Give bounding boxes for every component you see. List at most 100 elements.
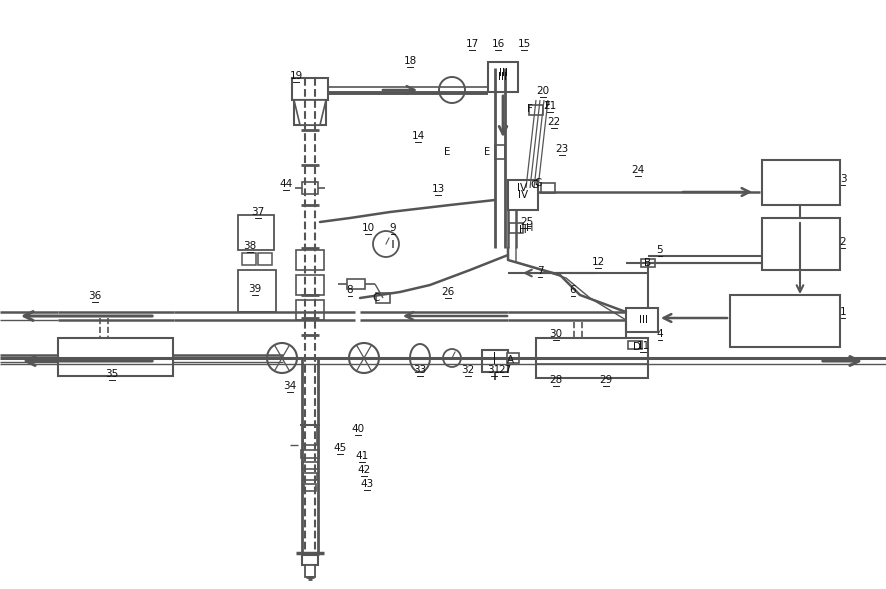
Polygon shape (294, 100, 326, 125)
Text: 15: 15 (517, 39, 531, 49)
Text: 14: 14 (411, 131, 424, 141)
Circle shape (349, 343, 379, 373)
Bar (238, 270, 276, 312)
Text: 18: 18 (403, 56, 416, 66)
Circle shape (267, 343, 297, 373)
Text: 22: 22 (548, 117, 561, 127)
Bar (303, 473, 317, 480)
Text: 20: 20 (536, 86, 549, 96)
Text: 4: 4 (657, 329, 664, 339)
Text: 28: 28 (549, 375, 563, 385)
Text: 26: 26 (441, 287, 455, 297)
Text: 7: 7 (537, 266, 543, 276)
Ellipse shape (410, 344, 430, 372)
Text: H: H (526, 223, 533, 233)
Text: 8: 8 (346, 285, 354, 295)
Bar (304, 484, 316, 491)
Text: 36: 36 (89, 291, 102, 301)
Text: 24: 24 (632, 165, 645, 175)
Text: 33: 33 (414, 365, 427, 375)
Bar (626, 308, 658, 332)
Bar (294, 100, 326, 125)
Text: I: I (494, 356, 496, 366)
Bar (628, 341, 642, 349)
Text: 23: 23 (556, 144, 569, 154)
Text: 40: 40 (352, 424, 364, 434)
Circle shape (373, 231, 399, 257)
Text: 42: 42 (357, 465, 370, 475)
Text: 27: 27 (498, 365, 511, 375)
Bar (296, 275, 324, 295)
Bar (482, 350, 508, 372)
Text: II: II (642, 315, 648, 325)
Bar (303, 425, 317, 445)
Bar (762, 218, 840, 270)
Bar (508, 180, 538, 210)
Bar (762, 160, 840, 205)
Circle shape (443, 349, 461, 367)
Text: 43: 43 (361, 479, 374, 489)
Bar (305, 565, 315, 577)
Text: 10: 10 (361, 223, 375, 233)
Bar (238, 215, 274, 250)
Text: 19: 19 (290, 71, 303, 81)
Text: III: III (500, 68, 509, 78)
Bar (507, 353, 519, 363)
Bar (509, 223, 523, 233)
Text: F: F (545, 101, 550, 111)
Text: G: G (530, 180, 538, 190)
Text: 5: 5 (657, 245, 664, 255)
Circle shape (439, 77, 465, 103)
Bar (302, 462, 318, 469)
Text: 3: 3 (840, 174, 846, 184)
Text: A: A (507, 355, 514, 365)
Bar (296, 250, 324, 270)
Bar (376, 293, 390, 303)
Text: 16: 16 (492, 39, 505, 49)
Text: 12: 12 (591, 257, 604, 267)
Text: IV: IV (518, 190, 528, 200)
Bar (730, 295, 840, 347)
Text: 44: 44 (279, 179, 292, 189)
Text: B: B (644, 258, 651, 268)
Bar (292, 78, 328, 100)
Text: 41: 41 (355, 451, 369, 461)
Bar (302, 555, 318, 565)
Text: 37: 37 (252, 207, 265, 217)
Text: G: G (534, 178, 542, 188)
Text: F: F (527, 104, 533, 114)
Text: 35: 35 (105, 369, 119, 379)
Bar (347, 279, 365, 289)
Text: 17: 17 (465, 39, 478, 49)
Bar (58, 338, 173, 376)
Ellipse shape (440, 80, 464, 100)
Text: D: D (633, 342, 641, 352)
Text: C: C (372, 293, 380, 303)
Text: 31: 31 (487, 365, 501, 375)
Text: 29: 29 (599, 375, 612, 385)
Bar (301, 450, 319, 458)
Bar (536, 338, 648, 378)
Text: 9: 9 (390, 223, 396, 233)
Bar (641, 259, 655, 267)
Text: 13: 13 (431, 184, 445, 194)
Bar (488, 62, 518, 92)
Text: 38: 38 (244, 241, 257, 251)
Text: II: II (639, 315, 645, 325)
Text: I: I (494, 352, 496, 362)
Text: 45: 45 (333, 443, 346, 453)
Text: 32: 32 (462, 365, 475, 375)
Text: IV: IV (517, 183, 527, 193)
Bar (242, 253, 256, 265)
Bar (296, 300, 324, 320)
Bar (258, 253, 272, 265)
Bar (541, 183, 555, 193)
Text: H: H (519, 225, 527, 235)
Text: 34: 34 (284, 381, 297, 391)
Bar (302, 182, 318, 194)
Bar (495, 145, 505, 159)
Text: 21: 21 (543, 101, 556, 111)
Text: E: E (444, 147, 450, 157)
Text: 39: 39 (248, 284, 261, 294)
Text: III: III (499, 72, 508, 82)
